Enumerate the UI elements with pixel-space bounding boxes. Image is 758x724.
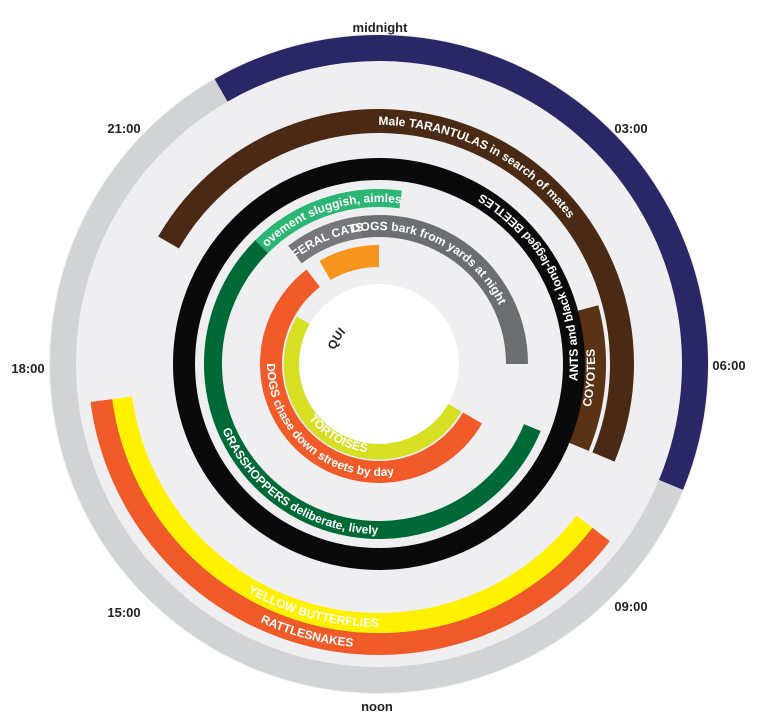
arc-butterflies (112, 396, 593, 633)
arc-tarantulas (158, 109, 634, 462)
center-disc (299, 284, 459, 444)
arc-dogs-day (260, 269, 483, 483)
hour-label-0300: 03:00 (614, 121, 647, 136)
hour-label-1800: 18:00 (11, 361, 44, 376)
arc-tortoises (283, 316, 462, 460)
arc-grasshoppers (204, 240, 541, 539)
arc-night (214, 35, 708, 490)
hour-label-noon: noon (361, 699, 393, 714)
hour-label-0900: 09:00 (614, 599, 647, 614)
hour-label-midnight: midnight (353, 20, 409, 35)
hour-label-0600: 06:00 (712, 358, 745, 373)
hour-label-1500: 15:00 (107, 605, 140, 620)
hour-label-2100: 21:00 (107, 121, 140, 136)
arc-dogs-dusk (319, 245, 380, 281)
activity-arcs (50, 35, 708, 693)
arc-day (50, 79, 683, 693)
arc-ants-sluggish (255, 189, 402, 254)
arc-beetles (173, 158, 585, 570)
arc-rattlesnakes (90, 399, 610, 655)
arc-feral-cats (288, 216, 363, 264)
hour-labels: midnight 03:00 06:00 09:00 noon 15:00 18… (11, 20, 745, 714)
label-coyotes: COYOTES (580, 349, 598, 408)
arc-coyotes (560, 305, 606, 451)
